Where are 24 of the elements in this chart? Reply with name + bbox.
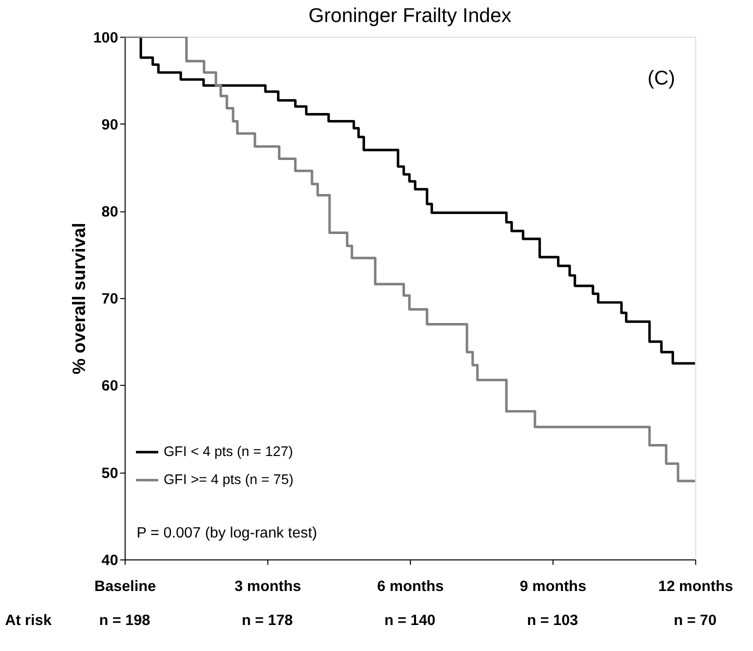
y-tick-label: 90 [102,116,118,134]
y-tick-label: 50 [102,464,118,482]
legend-label: GFI >= 4 pts (n = 75) [164,471,294,488]
annotation: (C) [648,68,676,90]
legend-label: GFI < 4 pts (n = 127) [164,443,294,460]
y-tick-label: 70 [102,290,118,308]
x-tick-label: Baseline [94,578,156,595]
chart-title: Groninger Frailty Index [308,4,512,27]
y-tick-label: 100 [93,29,118,46]
x-tick-label: 9 months [520,578,586,595]
annotation: P = 0.007 (by log-rank test) [136,524,318,542]
text: n = 178 [242,612,293,630]
text: n = 70 [674,612,717,630]
y-tick-label: 80 [102,203,118,220]
y-tick-label: 60 [102,378,118,395]
x-tick-label: 3 months [234,578,302,595]
text: At risk [4,612,52,630]
x-tick-label: 6 months [377,578,444,595]
x-tick-label: 12 months [658,578,734,595]
y-tick-label: 40 [102,552,118,569]
y-axis-title: % overall survival [69,222,90,374]
text: n = 198 [99,612,150,630]
text: n = 103 [526,612,578,630]
text: n = 140 [384,612,436,630]
